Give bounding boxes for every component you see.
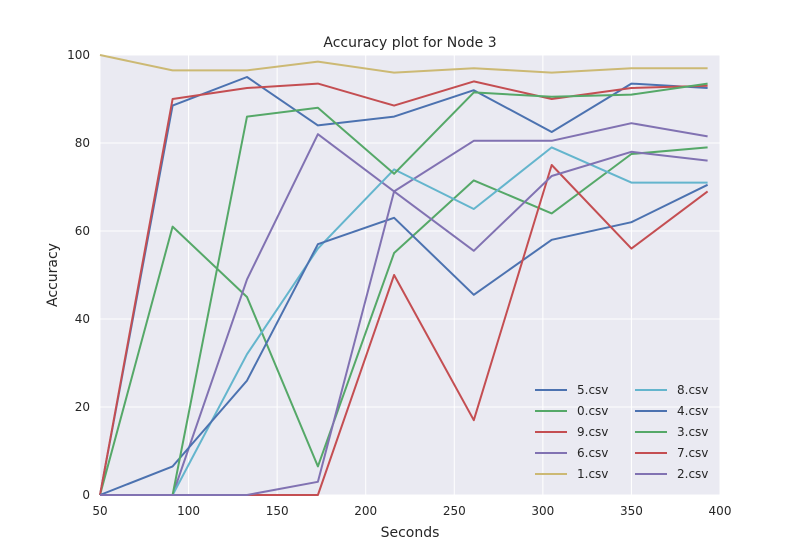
chart-title: Accuracy plot for Node 3 (323, 35, 496, 51)
x-tick-label: 300 (531, 504, 554, 518)
x-tick-label: 250 (443, 504, 466, 518)
legend-label: 6.csv (577, 446, 608, 460)
legend-label: 3.csv (677, 425, 708, 439)
series-line-2 (100, 150, 708, 496)
y-tick-label: 0 (82, 488, 90, 502)
y-tick-label: 60 (75, 224, 90, 238)
y-tick-label: 80 (75, 136, 90, 150)
series-line-4 (99, 183, 709, 496)
series-layer (99, 54, 709, 496)
series-line-8 (100, 146, 708, 496)
legend-label: 7.csv (677, 446, 708, 460)
x-tick-labels: 50 100 150 200 250 300 350 400 (92, 504, 731, 518)
legend-label: 2.csv (677, 467, 708, 481)
series-line-1 (99, 54, 708, 74)
y-tick-labels: 0 20 40 60 80 100 (67, 48, 90, 502)
series-line-3 (100, 82, 708, 496)
x-axis-title: Seconds (381, 525, 440, 541)
x-tick-label: 50 (92, 504, 107, 518)
legend-label: 9.csv (577, 425, 608, 439)
y-tick-label: 40 (75, 312, 90, 326)
x-tick-label: 150 (266, 504, 289, 518)
legend-label: 1.csv (577, 467, 608, 481)
x-tick-label: 100 (177, 504, 200, 518)
legend-label: 5.csv (577, 383, 608, 397)
legend-label: 0.csv (577, 404, 608, 418)
x-tick-label: 400 (709, 504, 732, 518)
legend: 5.csv 0.csv 9.csv 6.csv 1.csv 8.csv 4.csv 3.csv… (535, 383, 708, 481)
series-line-9 (99, 80, 708, 496)
series-line-0 (99, 146, 708, 496)
y-tick-label: 100 (67, 48, 90, 62)
y-axis-title: Accuracy (45, 243, 61, 307)
x-tick-label: 350 (620, 504, 643, 518)
y-tick-label: 20 (75, 400, 90, 414)
plot-background (100, 55, 720, 495)
x-tick-label: 200 (354, 504, 377, 518)
legend-label: 8.csv (677, 383, 708, 397)
legend-label: 4.csv (677, 404, 708, 418)
